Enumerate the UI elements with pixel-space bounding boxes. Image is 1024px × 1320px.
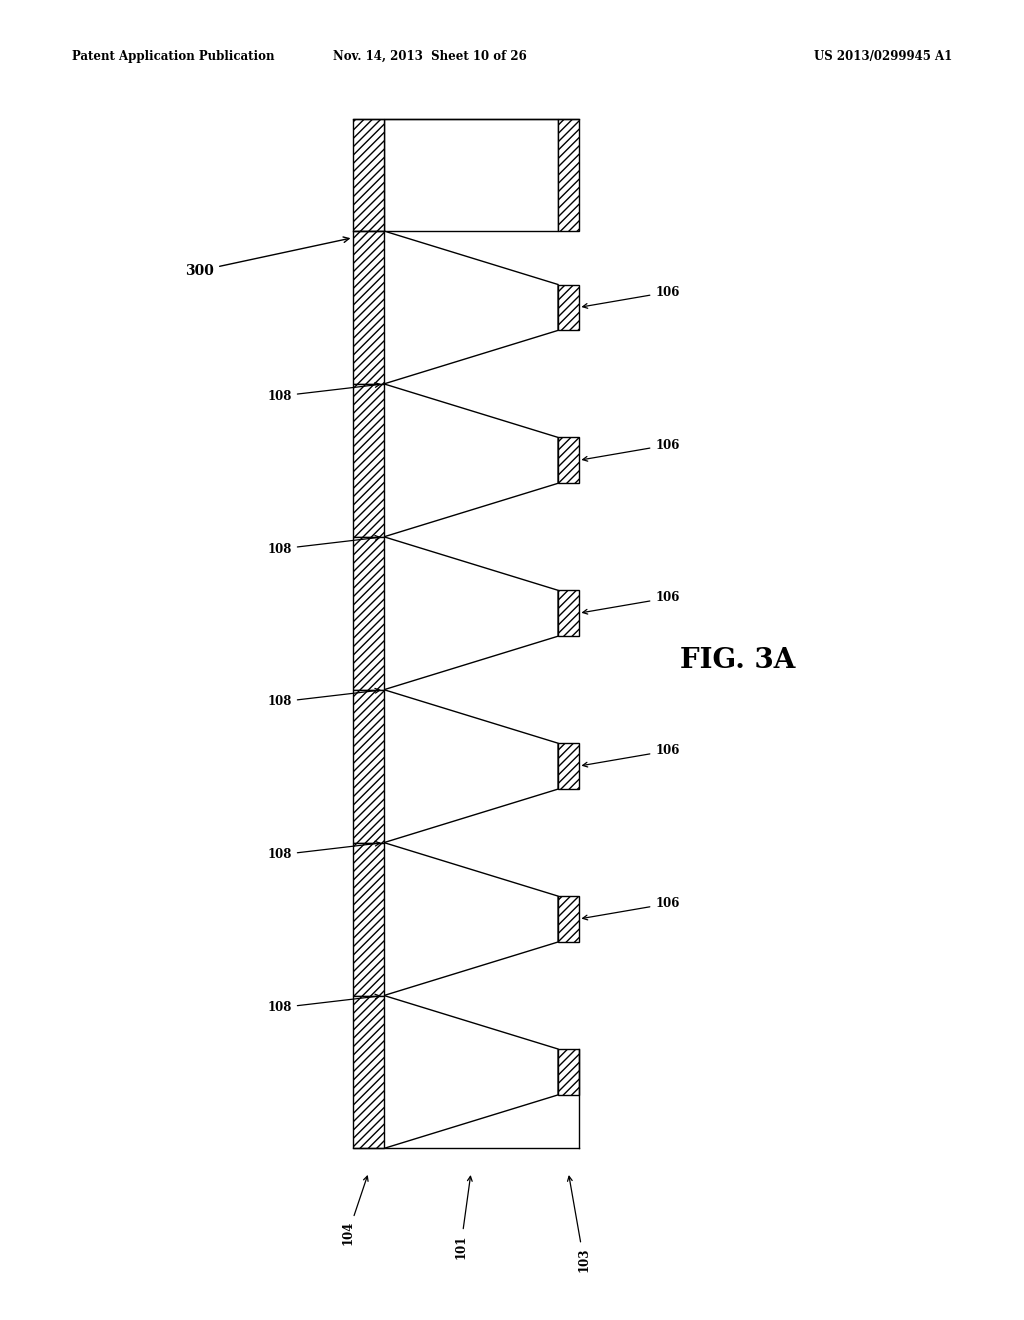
Polygon shape xyxy=(384,995,558,1148)
Bar xyxy=(384,119,558,231)
Text: Patent Application Publication: Patent Application Publication xyxy=(72,50,274,63)
Text: Nov. 14, 2013  Sheet 10 of 26: Nov. 14, 2013 Sheet 10 of 26 xyxy=(333,50,527,63)
Polygon shape xyxy=(384,689,558,842)
Text: 108: 108 xyxy=(267,536,380,556)
Bar xyxy=(558,896,579,942)
Text: 108: 108 xyxy=(267,689,380,709)
Text: 106: 106 xyxy=(583,285,680,309)
Bar xyxy=(558,590,579,636)
Text: 103: 103 xyxy=(567,1176,590,1272)
Text: 106: 106 xyxy=(583,591,680,614)
Bar xyxy=(353,995,384,1148)
Polygon shape xyxy=(384,537,558,689)
Text: 108: 108 xyxy=(267,383,380,403)
Polygon shape xyxy=(384,231,558,384)
Text: US 2013/0299945 A1: US 2013/0299945 A1 xyxy=(814,50,952,63)
Bar xyxy=(558,437,579,483)
Text: 106: 106 xyxy=(583,898,680,920)
Text: 106: 106 xyxy=(583,438,680,461)
Polygon shape xyxy=(384,842,558,995)
Text: 108: 108 xyxy=(267,994,380,1014)
Bar xyxy=(558,1049,579,1094)
Text: 108: 108 xyxy=(267,841,380,862)
Bar xyxy=(558,285,579,330)
Text: 104: 104 xyxy=(342,1176,368,1245)
Bar xyxy=(558,119,579,231)
Text: 101: 101 xyxy=(455,1176,472,1258)
Text: FIG. 3A: FIG. 3A xyxy=(680,647,795,673)
Bar xyxy=(353,119,384,231)
Bar xyxy=(353,689,384,842)
Text: 106: 106 xyxy=(583,744,680,767)
Bar xyxy=(353,842,384,995)
Bar xyxy=(558,743,579,789)
Text: 300: 300 xyxy=(185,238,349,277)
Polygon shape xyxy=(384,384,558,537)
Bar xyxy=(353,231,384,384)
Bar xyxy=(353,384,384,537)
Bar xyxy=(353,537,384,689)
